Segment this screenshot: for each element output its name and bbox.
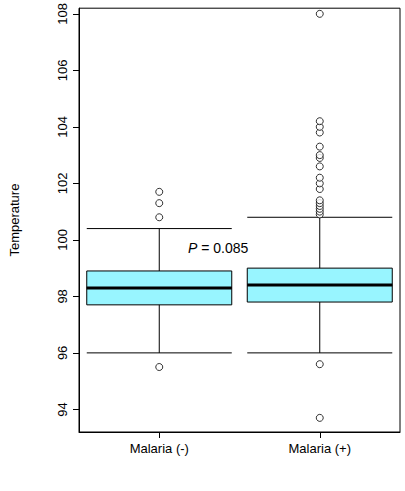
svg-text:100: 100 — [55, 229, 70, 251]
svg-text:Malaria (-): Malaria (-) — [130, 441, 189, 456]
svg-text:= 0.085: = 0.085 — [197, 240, 248, 256]
svg-text:96: 96 — [55, 346, 70, 360]
svg-text:108: 108 — [55, 3, 70, 25]
svg-text:Temperature: Temperature — [7, 184, 22, 257]
svg-text:98: 98 — [55, 289, 70, 303]
svg-text:P: P — [188, 240, 198, 256]
svg-text:102: 102 — [55, 173, 70, 195]
svg-text:106: 106 — [55, 60, 70, 82]
svg-text:94: 94 — [55, 402, 70, 416]
svg-text:104: 104 — [55, 116, 70, 138]
svg-text:Malaria (+): Malaria (+) — [289, 441, 352, 456]
